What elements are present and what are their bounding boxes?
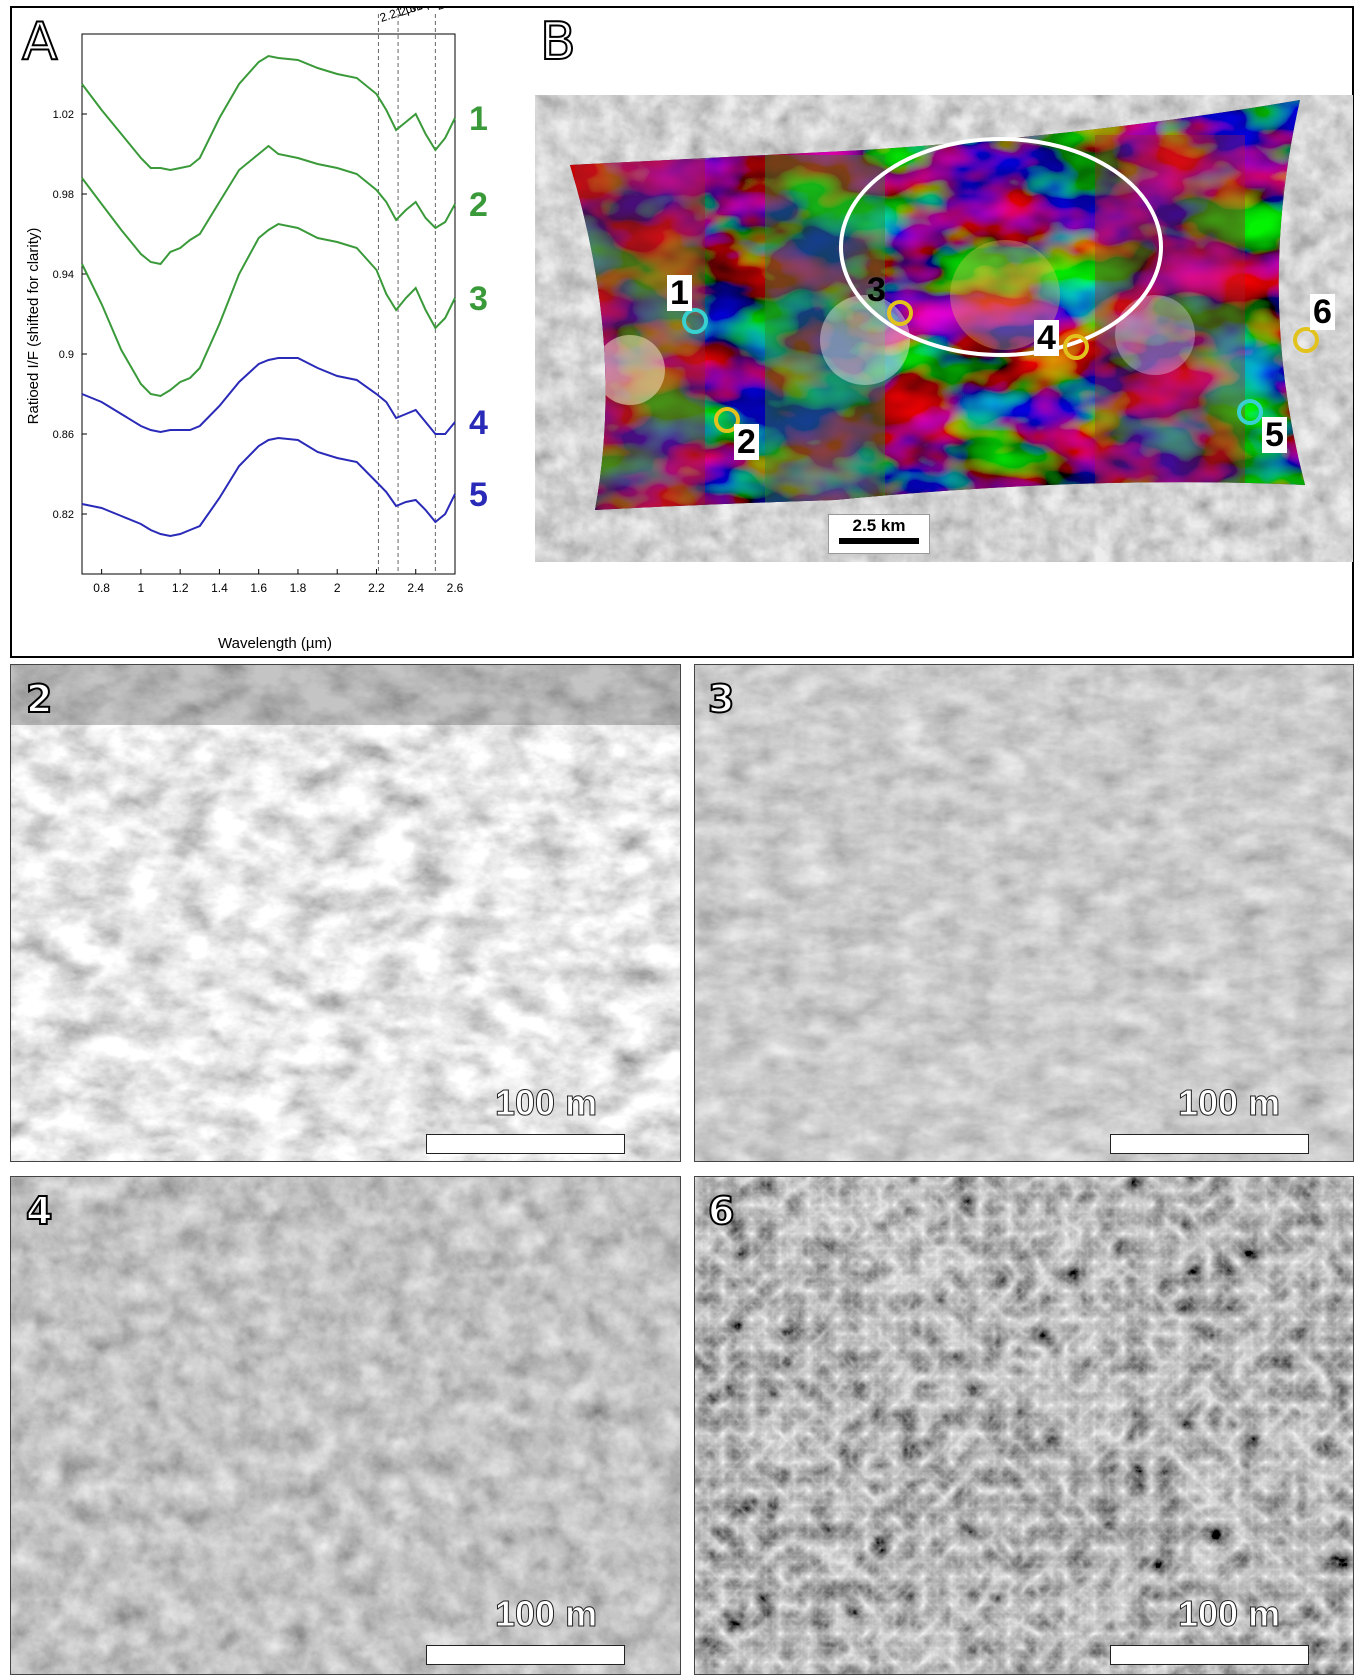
panel-b-letter: B [539,12,577,72]
photo-6-number: 6 [707,1189,735,1233]
photo-site-4 [10,1176,681,1675]
map-scale-label: 2.5 km [852,516,906,535]
site-marker-1 [682,308,708,334]
x-tick-label: 2.4 [407,581,424,595]
photo-2-number: 2 [25,677,53,721]
y-tick-label: 0.82 [53,509,74,521]
site-marker-5 [1237,399,1263,425]
x-axis-label: Wavelength (µm) [218,635,332,652]
photo-6-scale-label: 100 m [1177,1593,1281,1635]
series-label-4: 4 [469,404,488,442]
series-line-2 [81,144,456,266]
chart-series: 1 2 3 4 5 [81,54,488,538]
spectra-chart: 1.02 0.98 0.94 0.9 0.86 0.82 0.8 1 1.2 1.4 1.6 1.8 2… [25,6,488,652]
x-tick-label: 0.8 [93,581,110,595]
y-tick-label: 0.98 [53,189,74,201]
x-tick-label: 2.2 [368,581,385,595]
crism-map [535,95,1353,562]
site-marker-3 [887,300,913,326]
series-label-5: 5 [469,476,488,514]
photo-3-scale-bar [1110,1134,1309,1154]
band-line-label: 2.50 µm [435,6,481,13]
series-label-3: 3 [469,280,488,318]
photo-4-scale-label: 100 m [494,1593,598,1635]
site-label-1: 1 [667,275,692,311]
photo-site-3 [694,664,1354,1162]
x-tick-label: 1.4 [211,581,228,595]
photo-2-scale-bar [426,1134,625,1154]
photo-4-number: 4 [25,1189,53,1233]
photo-2-scale-label: 100 m [494,1082,598,1124]
photo-site-2 [10,664,681,1162]
photo-3-scale-label: 100 m [1177,1082,1281,1124]
highlight-ellipse [839,137,1163,357]
map-scale: 2.5 km [828,514,930,554]
x-tick-label: 1.2 [172,581,189,595]
x-tick-label: 2.6 [447,581,464,595]
series-line-5 [81,436,456,538]
series-line-1 [81,54,456,172]
photo-4-scale-bar [426,1645,625,1665]
series-label-1: 1 [469,100,488,138]
y-tick-label: 0.86 [53,429,74,441]
site-label-4: 4 [1034,320,1059,356]
site-marker-4 [1063,334,1089,360]
site-marker-6 [1293,327,1319,353]
photo-6-scale-bar [1110,1645,1309,1665]
plot-frame [81,33,456,575]
x-tick-label: 1.6 [250,581,267,595]
band-line-label: 2.31 µm [398,6,444,19]
y-axis-label: Ratioed I/F (shifted for clarity) [25,228,42,425]
site-marker-2 [714,407,740,433]
site-label-6: 6 [1310,294,1335,330]
panel-a-letter: A [21,12,59,72]
series-line-4 [81,357,456,435]
y-tick-label: 0.94 [53,269,74,281]
site-label-3: 3 [867,271,886,309]
chart-axes: 1.02 0.98 0.94 0.9 0.86 0.82 0.8 1 1.2 1.4 1.6 1.8 2… [53,6,481,595]
y-tick-label: 0.9 [59,349,74,361]
photo-3-number: 3 [707,677,735,721]
y-tick-label: 1.02 [53,109,74,121]
series-line-3 [81,222,456,398]
x-tick-label: 1.8 [290,581,307,595]
site-label-2: 2 [734,424,759,460]
site-label-5: 5 [1262,417,1287,453]
series-label-2: 2 [469,186,488,224]
map-scale-bar [839,538,919,544]
photo-site-6 [694,1176,1354,1675]
x-tick-label: 1 [138,581,145,595]
x-tick-label: 2 [334,581,341,595]
